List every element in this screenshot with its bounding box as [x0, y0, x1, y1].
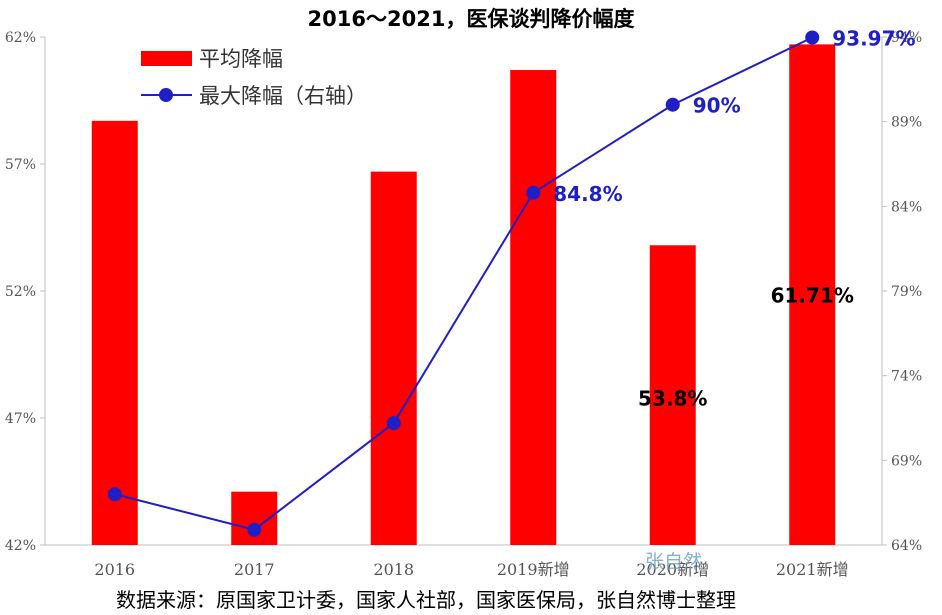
line-point-3 — [526, 185, 541, 200]
left-axis-tick-label: 57% — [5, 157, 36, 173]
line-point-4 — [665, 97, 680, 112]
legend-bar-swatch — [141, 51, 192, 66]
line-point-5 — [805, 30, 820, 45]
legend-line-label: 最大降幅（右轴） — [199, 84, 367, 108]
category-labels: 2016 2017 2018 2019新增 2020新增 2021新增 — [94, 560, 848, 579]
category-label: 2016 — [94, 560, 135, 579]
bar-2 — [370, 171, 417, 545]
left-axis-tick-label: 42% — [5, 538, 36, 554]
left-axis: 42% 47% 52% 57% 62% — [5, 30, 882, 554]
right-axis-tick-label: 94% — [891, 30, 922, 46]
data-labels: 53.8% 61.71% 84.8% 90% 93.97% — [553, 27, 915, 411]
category-label: 2020新增 — [636, 560, 709, 579]
bar-series — [91, 44, 836, 546]
right-axis-tick-label: 74% — [891, 369, 922, 385]
right-axis: 64% 69% 74% 79% 84% 89% 94% — [881, 30, 922, 554]
line-point-1 — [247, 522, 262, 537]
source-note: 数据来源：原国家卫计委，国家人社部，国家医保局，张自然博士整理 — [116, 588, 736, 612]
right-axis-tick-label: 79% — [891, 284, 922, 300]
bar-4 — [649, 245, 696, 545]
line-data-label: 84.8% — [553, 182, 622, 206]
category-label: 2018 — [373, 560, 414, 579]
category-label: 2019新增 — [497, 560, 570, 579]
right-axis-tick-label: 89% — [891, 115, 922, 131]
left-axis-tick-label: 62% — [5, 30, 36, 46]
right-axis-tick-label: 84% — [891, 199, 922, 215]
max-drop-line — [114, 36, 813, 531]
right-axis-tick-label: 69% — [891, 453, 922, 469]
left-axis-tick-label: 47% — [5, 411, 36, 427]
chart-title: 2016～2021，医保谈判降价幅度 — [308, 7, 635, 31]
bar-0 — [91, 120, 138, 545]
right-axis-tick-label: 64% — [891, 538, 922, 554]
legend-line-marker — [159, 88, 173, 102]
line-point-0 — [107, 487, 122, 502]
line-point-2 — [386, 416, 401, 431]
line-data-label: 90% — [693, 94, 741, 118]
watermark-text: 张自然 — [645, 551, 702, 573]
category-label: 2017 — [234, 560, 275, 579]
category-label: 2021新增 — [776, 560, 849, 579]
line-series — [107, 30, 820, 537]
bar-3 — [510, 70, 557, 546]
left-axis-tick-label: 52% — [5, 284, 36, 300]
line-data-label: 93.97% — [832, 27, 915, 51]
bar-data-label: 61.71% — [771, 283, 854, 307]
bar-data-label: 53.8% — [638, 386, 707, 410]
legend-bar-label: 平均降幅 — [199, 47, 283, 71]
bar-5 — [789, 44, 836, 546]
legend: 平均降幅 最大降幅（右轴） — [141, 47, 367, 108]
